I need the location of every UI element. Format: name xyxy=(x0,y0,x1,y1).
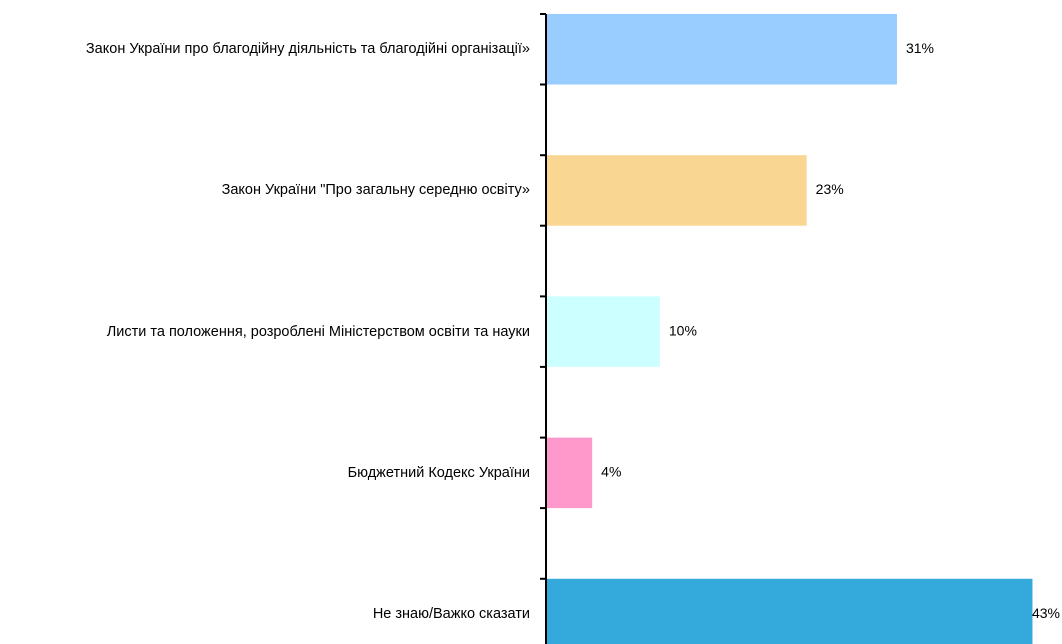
bar xyxy=(547,578,1033,644)
category-label: Закон України про благодійну діяльність … xyxy=(85,41,530,58)
bar xyxy=(547,155,807,226)
category-label: Не знаю/Важко сказати xyxy=(372,606,530,623)
category-label: Листи та положення, розроблені Міністерс… xyxy=(106,323,530,340)
data-label: 23% xyxy=(816,181,844,197)
data-label: 4% xyxy=(601,464,621,480)
bar xyxy=(547,296,660,367)
data-label: 10% xyxy=(669,322,697,338)
data-label: 43% xyxy=(1032,605,1060,621)
data-label: 31% xyxy=(906,40,934,56)
bar xyxy=(547,437,593,509)
category-label: Бюджетний Кодекс України xyxy=(347,464,530,481)
category-label: Закон України "Про загальну середню осві… xyxy=(221,182,530,199)
bar xyxy=(547,14,897,85)
